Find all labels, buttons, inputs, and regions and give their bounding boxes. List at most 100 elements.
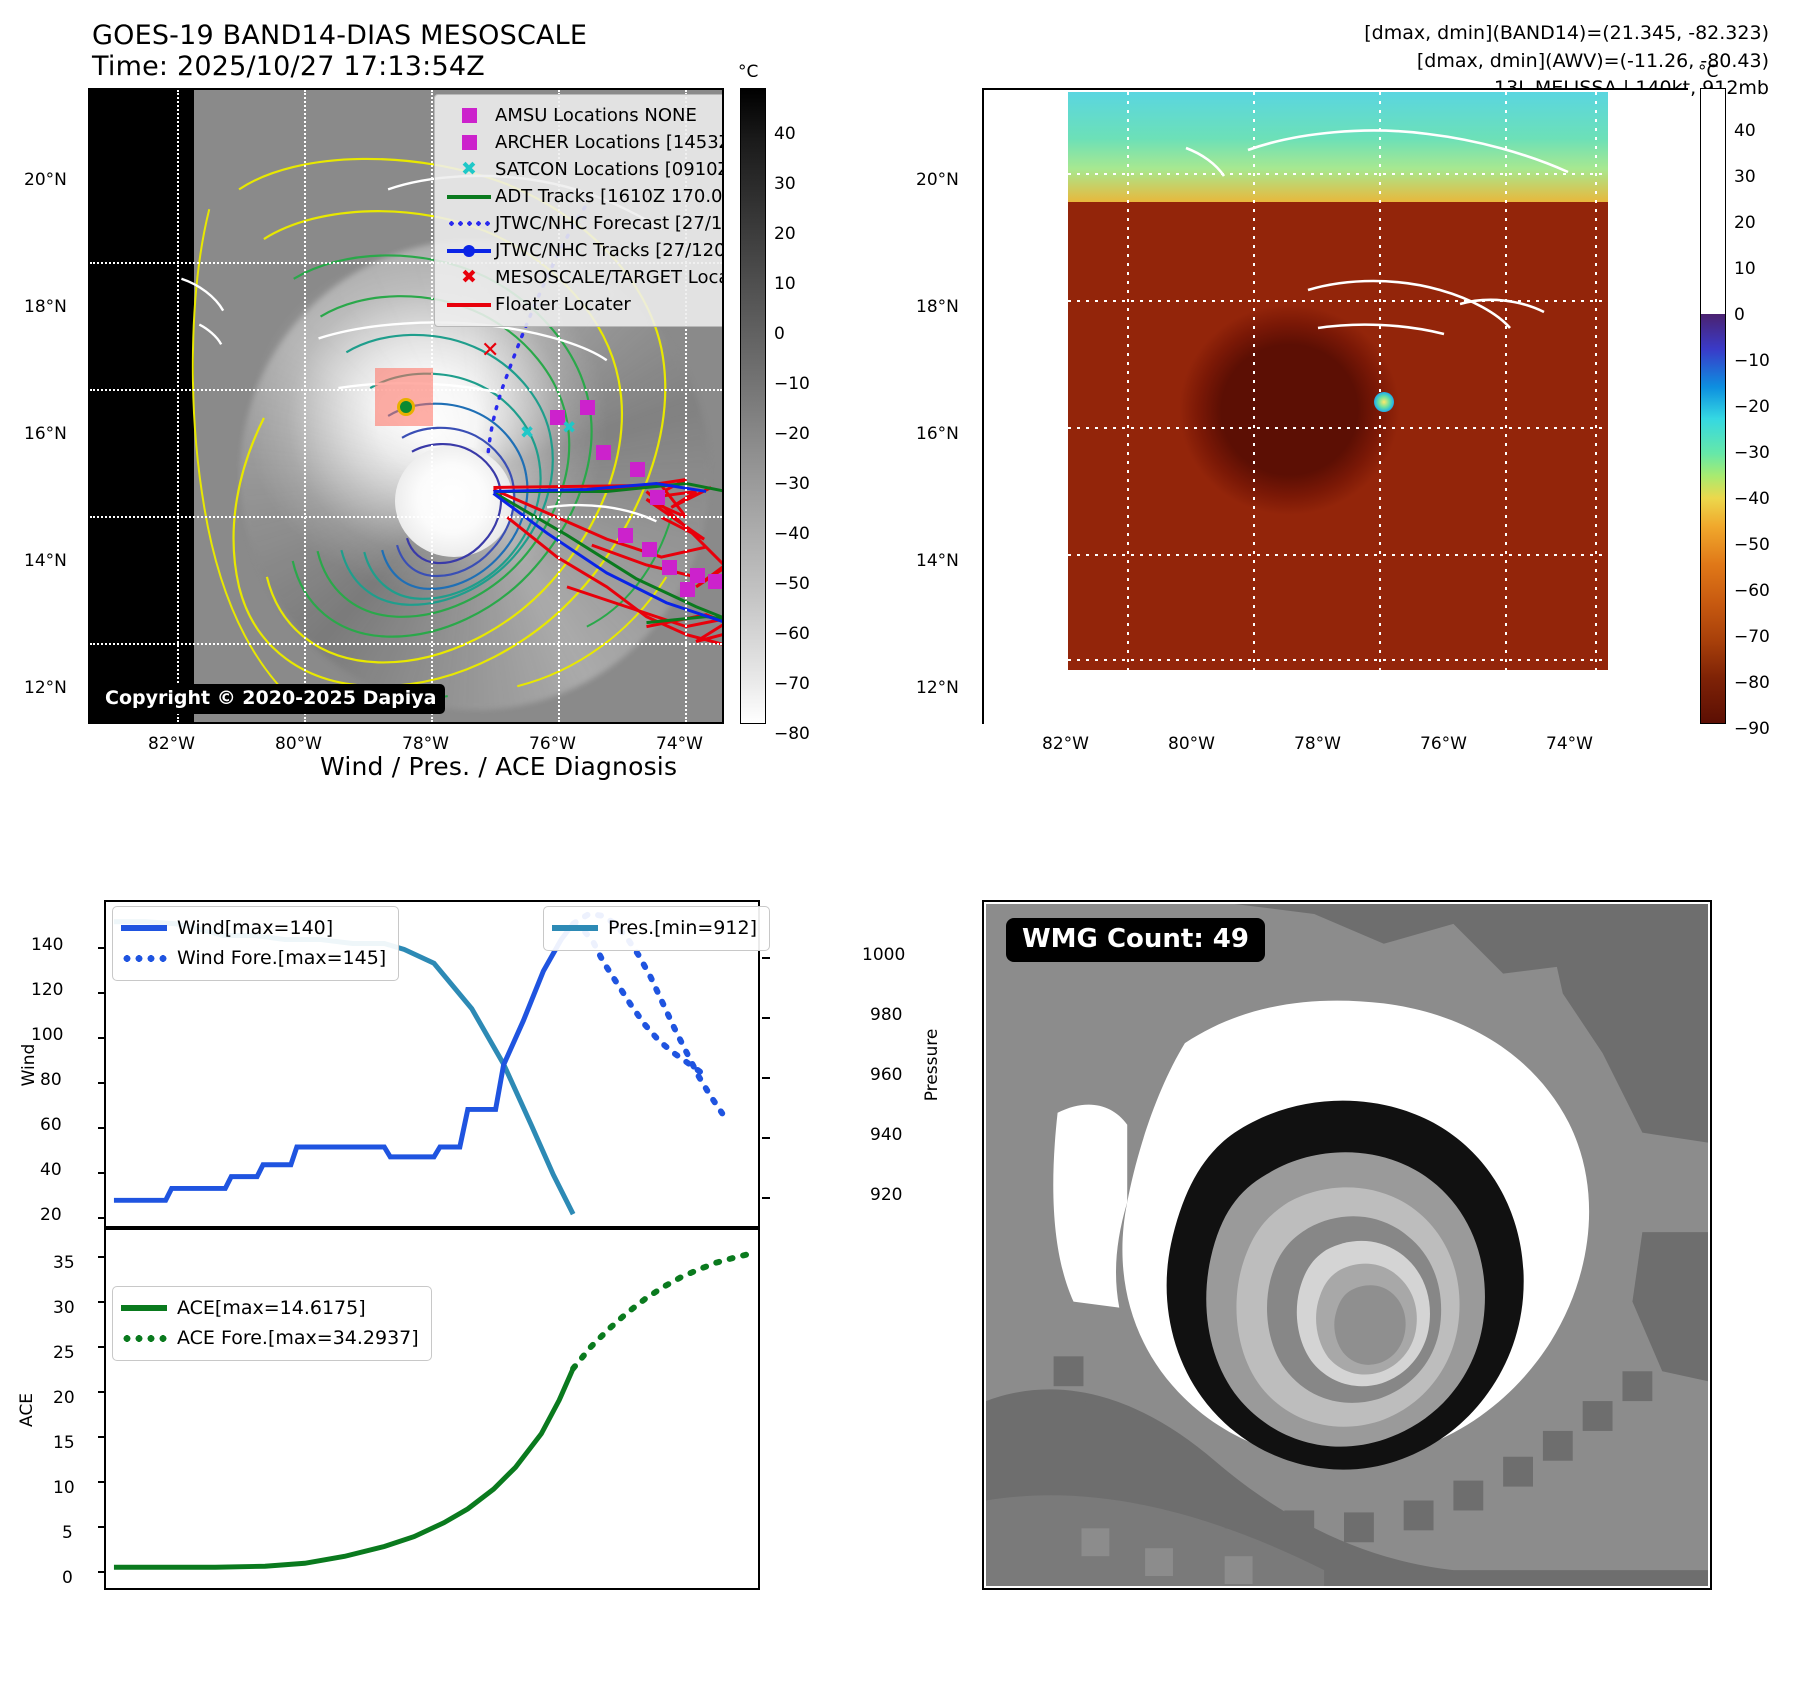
diagnosis-title: Wind / Pres. / ACE Diagnosis	[320, 752, 678, 781]
satellite-awv-map[interactable]	[982, 88, 1690, 726]
ace-tick-mark	[98, 1481, 106, 1483]
map-right-lon-82w: 82°W	[1042, 734, 1089, 754]
pressure-tick-980: 980	[870, 1005, 903, 1025]
wind-tick-mark	[98, 992, 106, 994]
wind-tick-40: 40	[40, 1160, 62, 1180]
legend-item-ace: ACE[max=14.6175]	[121, 1293, 419, 1323]
pressure-chart-legend: Pres.[min=912]	[543, 906, 770, 951]
wind-tick-140: 140	[31, 935, 64, 955]
archer-location-marker	[618, 528, 633, 543]
satellite-ir-map[interactable]: ✕ ✖ ✖ Copyright © 2020-2025 Dapiya AMSU …	[88, 88, 724, 724]
page-title: GOES-19 BAND14-DIAS MESOSCALE Time: 2025…	[92, 20, 587, 82]
map-gridline-lon	[304, 90, 306, 722]
legend-label: ACE Fore.[max=34.2937]	[177, 1327, 419, 1349]
green-dotted-line-icon	[121, 1334, 177, 1342]
ace-chart-legend: ACE[max=14.6175] ACE Fore.[max=34.2937]	[112, 1286, 432, 1361]
map-left-lat-12n: 12°N	[24, 678, 67, 698]
legend-item-jtwc-forecast: JTWC/NHC Forecast [27/1200Z]	[443, 210, 723, 237]
wind-tick-80: 80	[40, 1070, 62, 1090]
wind-tick-60: 60	[40, 1115, 62, 1135]
ace-tick-10: 10	[53, 1478, 75, 1498]
map-right-lat-14n: 14°N	[916, 551, 959, 571]
ace-tick-15: 15	[53, 1433, 75, 1453]
wmg-count-badge: WMG Count: 49	[1006, 918, 1265, 962]
colorbar-left	[740, 88, 766, 724]
wind-tick-mark	[98, 947, 106, 949]
archer-location-marker	[550, 410, 565, 425]
teal-solid-line-icon	[552, 925, 608, 931]
pressure-tick-mark	[762, 1137, 770, 1139]
title-satellite-band: GOES-19 BAND14-DIAS MESOSCALE	[92, 20, 588, 51]
wind-tick-120: 120	[31, 980, 64, 1000]
wmg-contour-shapes	[986, 904, 1708, 1586]
ace-series-line	[113, 1367, 576, 1570]
wind-chart-legend: Wind[max=140] Wind Fore.[max=145]	[112, 906, 400, 981]
ace-tick-30: 30	[53, 1298, 75, 1318]
map-right-lat-16n: 16°N	[916, 424, 959, 444]
awv-left-margin	[984, 90, 1068, 726]
ace-tick-5: 5	[62, 1523, 73, 1543]
map-left-lon-76w: 76°W	[529, 734, 576, 754]
ace-tick-mark	[98, 1301, 106, 1303]
archer-location-marker	[630, 462, 645, 477]
dmax-dmin-band14: [dmax, dmin](BAND14)=(21.345, -82.323)	[1364, 22, 1769, 44]
blue-dotted-line-icon	[121, 954, 177, 962]
map-left-lon-78w: 78°W	[402, 734, 449, 754]
ace-tick-mark	[98, 1436, 106, 1438]
wind-tick-20: 20	[40, 1205, 62, 1225]
awv-cold-top-band	[1068, 92, 1608, 202]
pressure-tick-mark	[762, 1017, 770, 1019]
archer-location-marker	[662, 560, 677, 575]
legend-label: AMSU Locations NONE	[495, 105, 697, 126]
map-right-lon-80w: 80°W	[1168, 734, 1215, 754]
pressure-tick-920: 920	[870, 1185, 903, 1205]
wind-tick-mark	[98, 1082, 106, 1084]
wind-series-line	[113, 922, 576, 1203]
map-right-lat-12n: 12°N	[916, 678, 959, 698]
archer-location-marker	[708, 574, 722, 589]
awv-overlays	[1068, 92, 1608, 670]
mesoscale-target-box	[375, 368, 433, 426]
wmg-panel[interactable]: WMG Count: 49	[982, 900, 1712, 1590]
map-legend: AMSU Locations NONE ARCHER Locations [14…	[434, 94, 724, 327]
cyan-x-icon: ✖	[461, 158, 477, 180]
green-solid-line-icon	[121, 1305, 177, 1311]
legend-label: JTWC/NHC Forecast [27/1200Z]	[495, 213, 723, 234]
legend-item-wind: Wind[max=140]	[121, 913, 386, 943]
map-gridline-lat	[90, 262, 722, 264]
legend-label: Wind[max=140]	[177, 917, 334, 939]
dmax-dmin-awv: [dmax, dmin](AWV)=(-11.26, -80.43)	[1416, 49, 1769, 72]
wind-tick-mark	[98, 1037, 106, 1039]
ace-tick-35: 35	[53, 1253, 75, 1273]
colorbar-left-unit: °C	[738, 62, 759, 82]
pressure-tick-mark	[762, 1197, 770, 1199]
map-right-lat-18n: 18°N	[916, 297, 959, 317]
legend-label: ARCHER Locations [1453Z]	[495, 132, 724, 153]
legend-label: SATCON Locations [0910Z 159 910]	[495, 159, 724, 180]
archer-location-marker	[650, 490, 665, 505]
wind-tick-mark	[98, 1217, 106, 1219]
legend-label: ADT Tracks [1610Z 170.0 889.8]	[495, 186, 723, 207]
archer-location-marker	[596, 445, 611, 460]
archer-location-marker	[642, 542, 657, 557]
legend-item-wind-forecast: Wind Fore.[max=145]	[121, 943, 386, 973]
ace-tick-0: 0	[62, 1568, 73, 1588]
ace-tick-25: 25	[53, 1343, 75, 1363]
floater-locater-tracks	[492, 478, 722, 646]
ace-tick-mark	[98, 1391, 106, 1393]
ace-chart[interactable]	[98, 1228, 760, 1590]
legend-item-floater-locater: Floater Locater	[443, 291, 722, 318]
mesoscale-target-x-icon: ✕	[481, 338, 500, 363]
map-gridline-lon	[685, 90, 687, 722]
ace-tick-mark	[98, 1571, 106, 1573]
map-left-lon-82w: 82°W	[148, 734, 195, 754]
pressure-tick-960: 960	[870, 1065, 903, 1085]
awv-imagery	[1068, 92, 1608, 670]
legend-item-archer: ARCHER Locations [1453Z]	[443, 129, 724, 156]
colorbar-right-unit: °C	[1698, 62, 1719, 82]
legend-item-mesoscale-target: ✖ MESOSCALE/TARGET Location	[443, 264, 722, 291]
legend-label: Pres.[min=912]	[608, 917, 757, 939]
legend-item-ace-forecast: ACE Fore.[max=34.2937]	[121, 1323, 419, 1353]
map-right-lat-20n: 20°N	[916, 170, 959, 190]
